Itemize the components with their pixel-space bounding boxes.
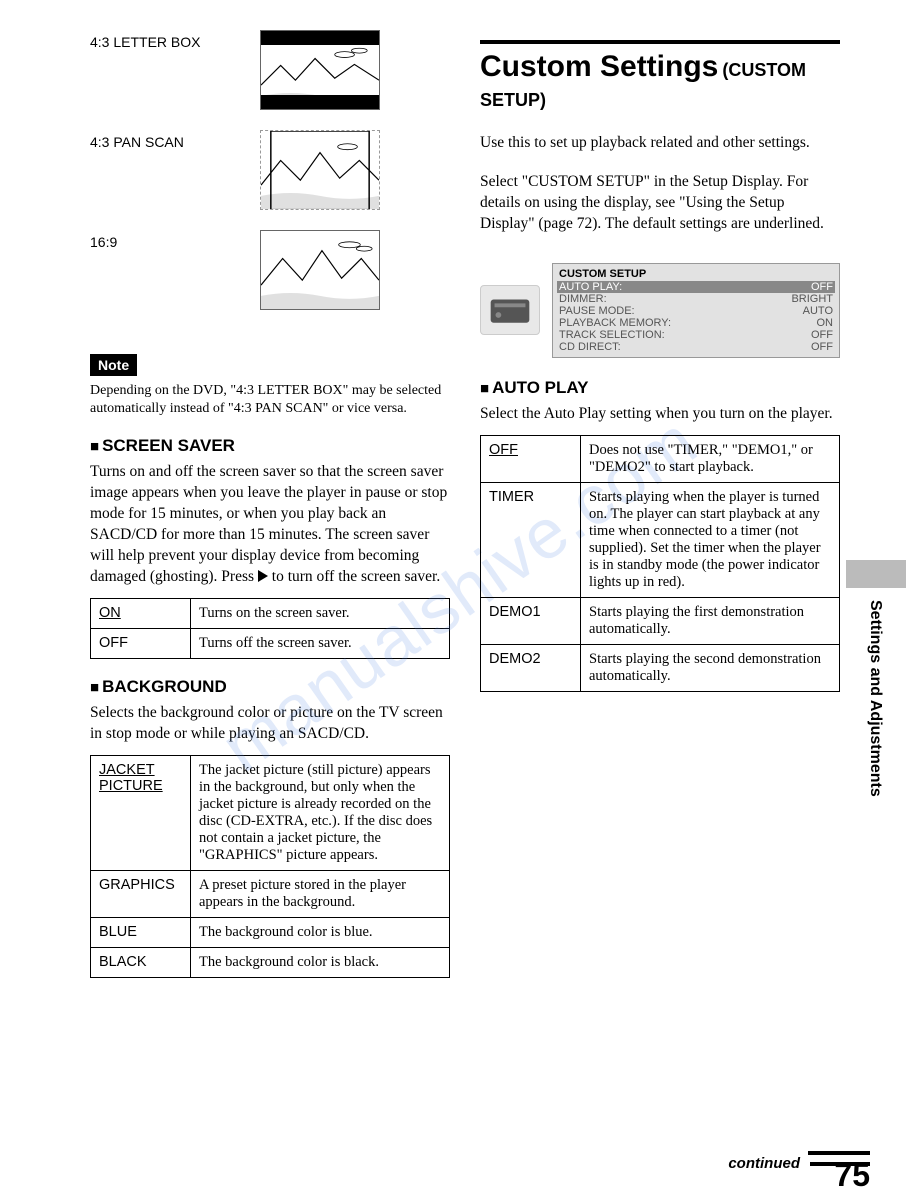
aspect-illustration-panscan [260,130,380,210]
option-key: OFF [481,435,581,482]
screensaver-body-part2: to turn off the screen saver. [268,568,440,585]
side-tab: Settings and Adjustments [866,600,884,797]
option-desc: Starts playing the second demonstration … [581,644,840,691]
note-badge: Note [90,354,137,376]
title-rule [480,40,840,44]
osd-row: CD DIRECT:OFF [559,341,833,353]
option-desc: The background color is black. [191,947,450,977]
option-key: OFF [91,628,191,658]
table-row: OFF Turns off the screen saver. [91,628,450,658]
osd-row: PAUSE MODE:AUTO [559,305,833,317]
aspect-row-letterbox: 4:3 LETTER BOX [90,30,450,110]
left-column: 4:3 LETTER BOX 4:3 PAN SCAN 16:9 Note De… [90,30,450,978]
osd-row: TRACK SELECTION:OFF [559,329,833,341]
option-key: ON [91,598,191,628]
continued-label: continued [728,1155,800,1172]
option-desc: Turns on the screen saver. [191,598,450,628]
screensaver-table: ON Turns on the screen saver. OFF Turns … [90,598,450,659]
osd-row: AUTO PLAY:OFF [557,281,835,293]
page: 4:3 LETTER BOX 4:3 PAN SCAN 16:9 Note De… [0,0,918,998]
option-key: DEMO2 [481,644,581,691]
aspect-row-wide: 16:9 [90,230,450,310]
right-column: Custom Settings (CUSTOM SETUP) Use this … [480,30,840,978]
title-sub2: SETUP) [480,90,840,111]
aspect-illustration-letterbox [260,30,380,110]
heading-autoplay: AUTO PLAY [480,378,840,398]
option-desc: A preset picture stored in the player ap… [191,870,450,917]
play-icon [258,570,268,582]
heading-background: BACKGROUND [90,677,450,697]
option-key: JACKET PICTURE [91,755,191,870]
option-desc: Starts playing when the player is turned… [581,482,840,597]
option-desc: Starts playing the first demonstration a… [581,597,840,644]
background-body: Selects the background color or picture … [90,703,450,745]
aspect-label: 16:9 [90,230,260,250]
option-key: DEMO1 [481,597,581,644]
page-title: Custom Settings (CUSTOM [480,50,840,84]
option-key: BLUE [91,917,191,947]
table-row: BLACK The background color is black. [91,947,450,977]
option-desc: Does not use "TIMER," "DEMO1," or "DEMO2… [581,435,840,482]
screensaver-body: Turns on and off the screen saver so tha… [90,462,450,588]
screensaver-body-part1: Turns on and off the screen saver so tha… [90,463,447,585]
table-row: BLUE The background color is blue. [91,917,450,947]
note-text: Depending on the DVD, "4:3 LETTER BOX" m… [90,382,450,418]
footer: continued [90,1155,870,1172]
autoplay-table: OFF Does not use "TIMER," "DEMO1," or "D… [480,435,840,692]
intro-text: Use this to set up playback related and … [480,133,840,154]
heading-screensaver: SCREEN SAVER [90,436,450,456]
title-main: Custom Settings [480,50,718,83]
option-desc: Turns off the screen saver. [191,628,450,658]
table-row: GRAPHICS A preset picture stored in the … [91,870,450,917]
table-row: OFF Does not use "TIMER," "DEMO1," or "D… [481,435,840,482]
device-icon [480,285,540,335]
osd-panel: CUSTOM SETUP AUTO PLAY:OFF DIMMER:BRIGHT… [552,263,840,358]
osd-row: DIMMER:BRIGHT [559,293,833,305]
option-desc: The jacket picture (still picture) appea… [191,755,450,870]
table-row: DEMO1 Starts playing the first demonstra… [481,597,840,644]
table-row: TIMER Starts playing when the player is … [481,482,840,597]
select-text: Select "CUSTOM SETUP" in the Setup Displ… [480,172,840,235]
title-sub1: (CUSTOM [722,60,806,80]
osd-header: CUSTOM SETUP [559,268,833,280]
option-desc: The background color is blue. [191,917,450,947]
osd-row: PLAYBACK MEMORY:ON [559,317,833,329]
table-row: ON Turns on the screen saver. [91,598,450,628]
aspect-illustration-wide [260,230,380,310]
aspect-row-panscan: 4:3 PAN SCAN [90,130,450,210]
osd-diagram: CUSTOM SETUP AUTO PLAY:OFF DIMMER:BRIGHT… [480,263,840,358]
aspect-label: 4:3 PAN SCAN [90,130,260,150]
autoplay-body: Select the Auto Play setting when you tu… [480,404,840,425]
background-table: JACKET PICTURE The jacket picture (still… [90,755,450,978]
option-key: TIMER [481,482,581,597]
table-row: DEMO2 Starts playing the second demonstr… [481,644,840,691]
table-row: JACKET PICTURE The jacket picture (still… [91,755,450,870]
side-marker [846,560,906,588]
aspect-label: 4:3 LETTER BOX [90,30,260,50]
option-key: GRAPHICS [91,870,191,917]
option-key: BLACK [91,947,191,977]
